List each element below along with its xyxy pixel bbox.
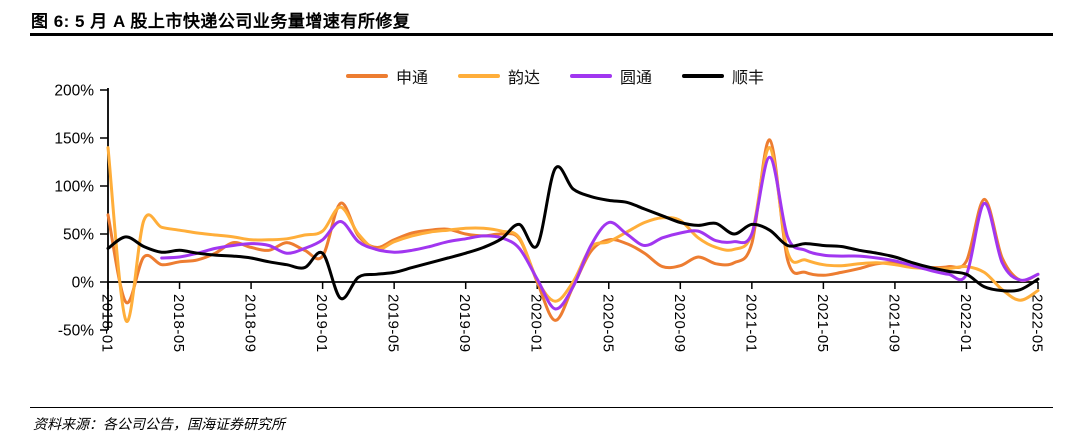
x-tick-label: 2018-05 bbox=[170, 294, 187, 353]
source-note: 资料来源：各公司公告，国海证券研究所 bbox=[33, 418, 285, 433]
x-tick-label: 2020-01 bbox=[528, 294, 545, 353]
x-tick-label: 2019-01 bbox=[313, 294, 330, 353]
y-tick-label: 0% bbox=[72, 275, 95, 292]
legend-item-shunfeng: 顺丰 bbox=[682, 64, 764, 88]
legend-label-shunfeng: 顺丰 bbox=[732, 70, 765, 87]
legend-swatch-yunda bbox=[458, 74, 501, 78]
legend-item-yuantong: 圆通 bbox=[570, 64, 652, 88]
y-tick-label: 50% bbox=[63, 227, 94, 244]
series-line-shunfeng bbox=[106, 165, 1040, 301]
figure-title: 图 6: 5 月 A 股上市快递公司业务量增速有所修复 bbox=[31, 12, 411, 31]
legend-swatch-yuantong bbox=[570, 74, 613, 78]
x-tick-label: 2018-01 bbox=[99, 294, 116, 353]
x-tick-label: 2020-09 bbox=[671, 294, 688, 353]
legend-label-yuantong: 圆通 bbox=[620, 70, 653, 87]
x-tick-label: 2018-09 bbox=[242, 294, 259, 353]
x-tick-label: 2019-05 bbox=[385, 294, 402, 353]
x-tick-label: 2022-05 bbox=[1029, 294, 1046, 353]
x-tick-label: 2021-01 bbox=[742, 294, 759, 353]
series-line-yuantong bbox=[160, 155, 1040, 311]
legend-item-shentong: 申通 bbox=[346, 64, 428, 88]
chart-legend: 申通 韵达 圆通 顺丰 bbox=[346, 64, 764, 88]
title-divider bbox=[30, 33, 1053, 36]
y-tick-label: -50% bbox=[58, 323, 94, 340]
series-line-yunda bbox=[106, 146, 1040, 323]
x-tick-label: 2019-09 bbox=[456, 294, 473, 353]
y-tick-label: 150% bbox=[54, 131, 94, 148]
x-tick-label: 2021-05 bbox=[814, 294, 831, 353]
legend-label-shentong: 申通 bbox=[396, 70, 429, 87]
legend-label-yunda: 韵达 bbox=[508, 70, 541, 87]
x-tick-label: 2020-05 bbox=[599, 294, 616, 353]
y-tick-label: 100% bbox=[54, 179, 94, 196]
y-tick-label: 200% bbox=[54, 83, 94, 100]
x-tick-label: 2021-09 bbox=[885, 294, 902, 353]
legend-swatch-shunfeng bbox=[682, 74, 725, 78]
x-tick-label: 2022-01 bbox=[957, 294, 974, 353]
legend-swatch-shentong bbox=[346, 74, 388, 78]
legend-item-yunda: 韵达 bbox=[458, 64, 540, 88]
footer-divider bbox=[30, 407, 1053, 408]
